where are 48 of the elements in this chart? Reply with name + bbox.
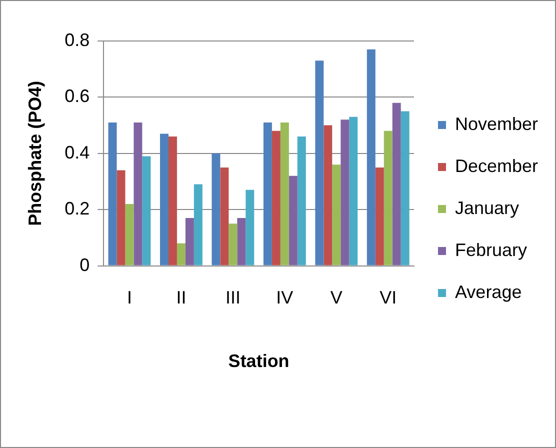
x-tick-label: V	[330, 288, 342, 308]
bar	[349, 116, 358, 266]
y-tick-label: 0.8	[64, 30, 90, 50]
bar	[280, 122, 289, 266]
y-tick-label: 0.6	[64, 86, 90, 106]
y-tick-label: 0.2	[64, 198, 90, 219]
bar	[384, 130, 392, 266]
bar	[176, 243, 186, 266]
x-tick-label: IV	[276, 288, 294, 308]
legend-label: December	[455, 156, 538, 176]
bar	[108, 122, 117, 266]
legend-label: November	[455, 114, 538, 134]
y-axis-title: Phosphate (PO4)	[24, 80, 45, 226]
bar	[315, 60, 324, 266]
bar	[263, 122, 272, 266]
legend-label: February	[455, 240, 528, 260]
bar	[185, 218, 194, 266]
bar	[392, 102, 401, 266]
bar	[228, 224, 238, 266]
bar	[288, 176, 298, 266]
legend-label: Average	[455, 282, 522, 302]
bar	[324, 125, 332, 266]
bar	[246, 190, 254, 266]
bar	[400, 111, 410, 266]
bar	[212, 153, 220, 266]
bar	[116, 170, 126, 266]
bar	[142, 156, 151, 266]
bar	[220, 167, 229, 266]
bar	[332, 164, 341, 266]
bar	[340, 120, 350, 266]
y-tick-label: 0	[80, 254, 90, 275]
bar	[134, 122, 142, 266]
bar	[160, 134, 168, 266]
x-tick-label: II	[176, 288, 186, 308]
bar	[168, 136, 177, 266]
bar	[237, 218, 246, 266]
legend-label: January	[455, 198, 520, 218]
bar	[297, 136, 306, 266]
x-tick-label: III	[225, 288, 240, 308]
bar	[194, 184, 202, 266]
x-tick-label: VI	[380, 288, 397, 308]
bar	[272, 130, 280, 266]
x-tick-label: I	[126, 288, 132, 308]
bar	[366, 49, 376, 266]
bar	[375, 167, 384, 266]
bar	[125, 204, 134, 266]
y-tick-label: 0.4	[64, 142, 90, 162]
x-axis-title: Station	[228, 351, 290, 372]
